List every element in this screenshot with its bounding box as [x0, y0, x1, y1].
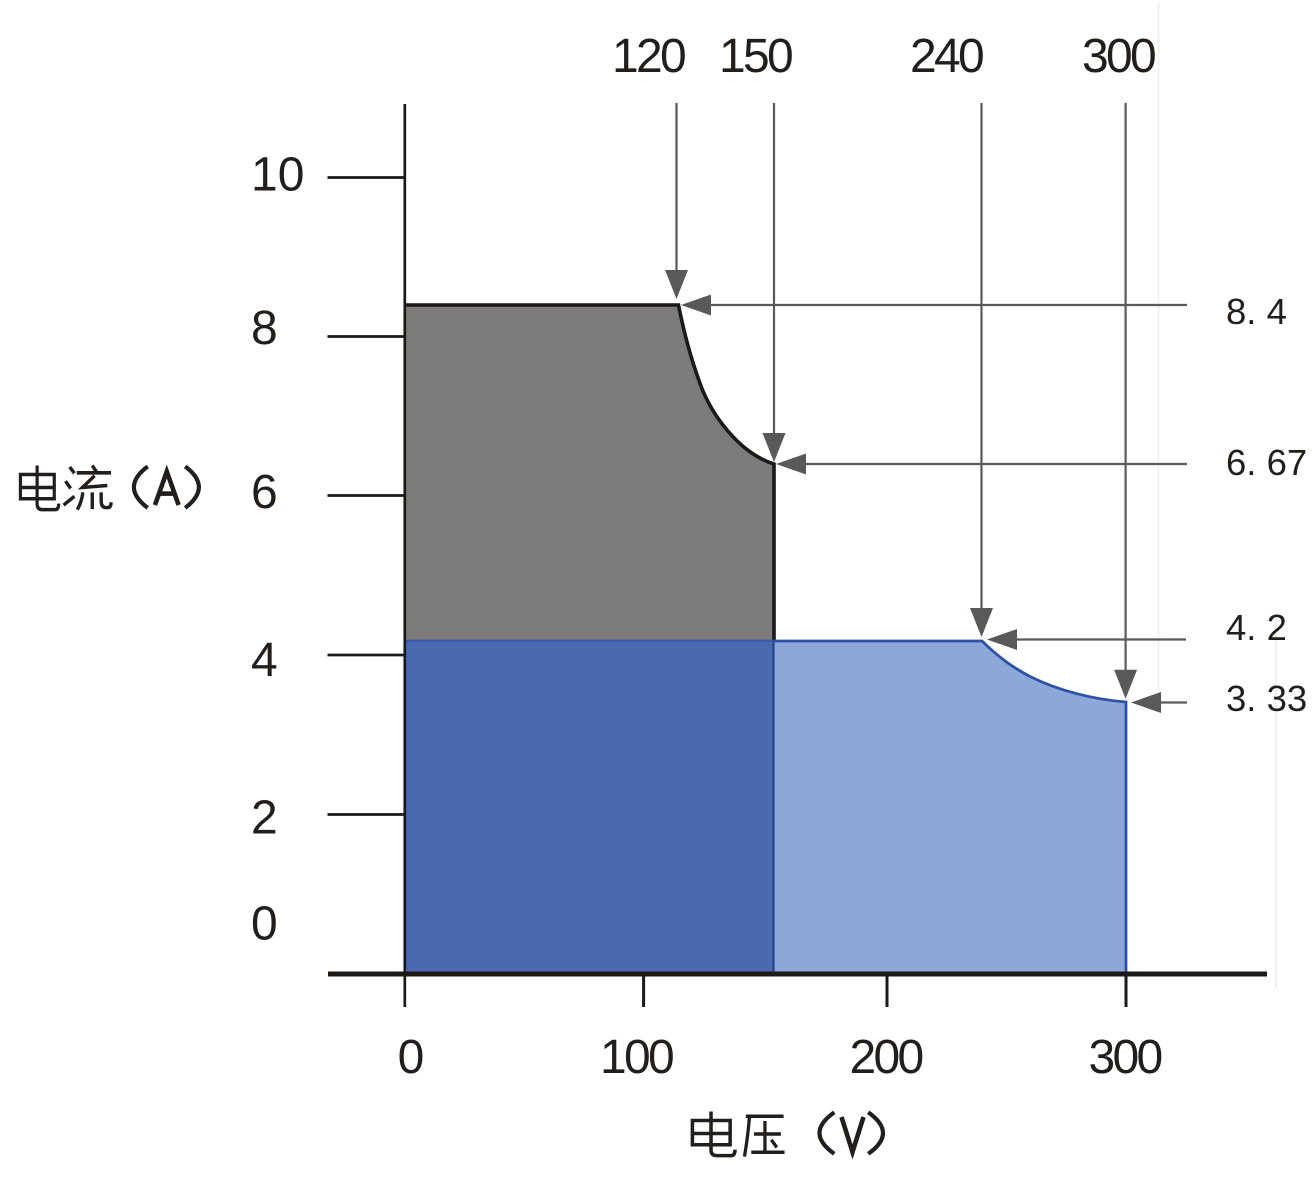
svg-text:0: 0 — [398, 1031, 425, 1084]
svg-text:150: 150 — [719, 30, 792, 83]
svg-text:6. 67: 6. 67 — [1226, 442, 1307, 483]
svg-text:200: 200 — [850, 1031, 923, 1084]
svg-text:4: 4 — [251, 634, 278, 687]
svg-text:300: 300 — [1089, 1031, 1162, 1084]
svg-text:2: 2 — [251, 792, 278, 845]
svg-text:6: 6 — [251, 466, 278, 519]
svg-text:120: 120 — [612, 30, 685, 83]
svg-text:8: 8 — [251, 302, 278, 355]
svg-text:0: 0 — [251, 898, 278, 951]
svg-text:10: 10 — [251, 149, 304, 202]
svg-text:240: 240 — [910, 30, 983, 83]
svg-text:3. 33: 3. 33 — [1226, 678, 1307, 719]
svg-text:100: 100 — [600, 1031, 673, 1084]
svg-text:300: 300 — [1082, 30, 1155, 83]
svg-text:4. 2: 4. 2 — [1226, 607, 1287, 648]
svg-text:8. 4: 8. 4 — [1226, 291, 1287, 332]
